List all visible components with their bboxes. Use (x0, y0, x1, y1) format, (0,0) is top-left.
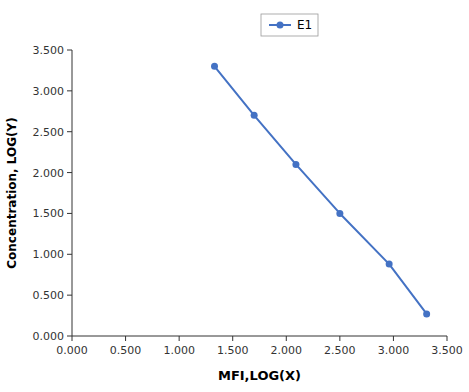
y-tick (67, 213, 72, 214)
x-tick (72, 336, 73, 341)
x-tick-label: 0.500 (110, 344, 142, 357)
y-tick-label: 2.000 (33, 167, 65, 180)
y-tick-label: 0.500 (33, 289, 65, 302)
y-tick-label: 3.500 (33, 44, 65, 57)
y-tick-label: 1.500 (33, 207, 65, 220)
y-axis-label: Concentration, LOG(Y) (5, 117, 19, 268)
series-marker (423, 310, 430, 317)
y-tick (67, 295, 72, 296)
y-tick-label: 2.500 (33, 126, 65, 139)
y-tick (67, 131, 72, 132)
y-tick (67, 90, 72, 91)
series-marker (211, 63, 218, 70)
x-axis-line (72, 336, 447, 337)
legend: E1 (261, 14, 318, 36)
series-marker (292, 161, 299, 168)
x-tick (393, 336, 394, 341)
y-axis-line (72, 50, 73, 336)
y-tick-label: 0.000 (33, 330, 65, 343)
x-tick (232, 336, 233, 341)
x-tick (339, 336, 340, 341)
y-tick (67, 336, 72, 337)
legend-frame (261, 14, 318, 36)
plot-data (211, 63, 430, 318)
x-tick-label: 3.500 (431, 344, 463, 357)
x-axis-label: MFI,LOG(X) (218, 368, 301, 383)
chart: 0.000 0.500 1.000 1.500 2.000 2.500 3.000 3.500… (0, 0, 469, 392)
x-tick-label: 1.000 (163, 344, 195, 357)
legend-marker (277, 22, 284, 29)
x-tick-label: 0.000 (56, 344, 88, 357)
y-tick (67, 172, 72, 173)
x-tick (125, 336, 126, 341)
x-tick (447, 336, 448, 341)
legend-label: E1 (297, 18, 312, 32)
x-tick-label: 3.000 (378, 344, 410, 357)
axes: 0.000 0.500 1.000 1.500 2.000 2.500 3.000 3.500… (33, 44, 463, 357)
x-tick (179, 336, 180, 341)
series-marker (386, 261, 393, 268)
y-tick (67, 254, 72, 255)
x-tick-label: 2.000 (271, 344, 303, 357)
y-tick-label: 1.000 (33, 248, 65, 261)
x-tick-label: 2.500 (324, 344, 356, 357)
y-tick-label: 3.000 (33, 85, 65, 98)
series-marker (336, 210, 343, 217)
x-tick (286, 336, 287, 341)
series-marker (251, 112, 258, 119)
y-tick (67, 50, 72, 51)
background (0, 0, 469, 392)
series-line (215, 66, 427, 314)
x-tick-label: 1.500 (217, 344, 249, 357)
